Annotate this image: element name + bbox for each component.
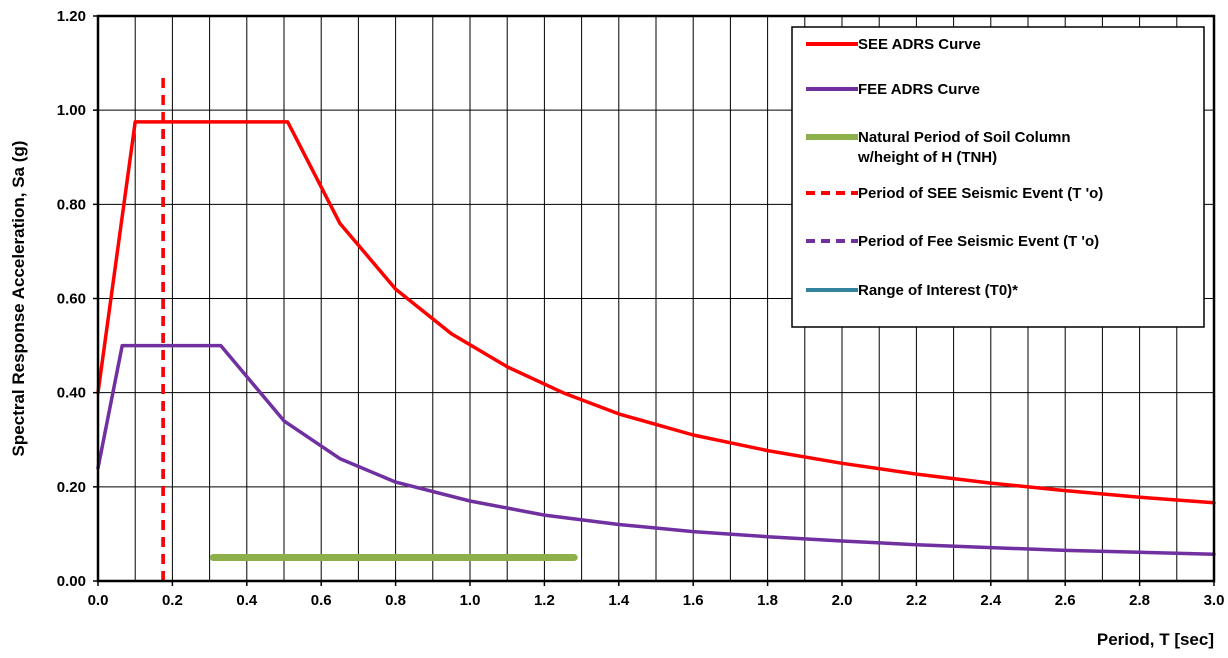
y-axis-title: Spectral Response Acceleration, Sa (g)	[9, 141, 28, 457]
x-tick-label: 2.8	[1129, 592, 1150, 609]
y-axis-ticks: 0.00 0.20 0.40 0.60 0.80 1.00 1.20	[57, 8, 98, 590]
legend-label-0: SEE ADRS Curve	[858, 36, 981, 53]
series-layer	[96, 72, 1216, 581]
x-tick-label: 1.0	[460, 592, 481, 609]
legend-box	[791, 26, 1205, 328]
y-tick-label: 0.80	[57, 196, 86, 213]
x-tick-label: 1.4	[608, 592, 630, 609]
x-tick-label: 1.6	[683, 592, 704, 609]
x-tick-label: 0.4	[236, 592, 258, 609]
x-tick-label: 2.2	[906, 592, 927, 609]
legend-label-2: Natural Period of Soil Column	[858, 129, 1071, 146]
y-tick-label: 1.20	[57, 8, 86, 25]
legend-label-3: Period of SEE Seismic Event (T 'o)	[858, 185, 1103, 202]
y-tick-label: 0.20	[57, 479, 86, 496]
legend-label-1: FEE ADRS Curve	[858, 81, 980, 98]
legend-label-5: Range of Interest (T0)*	[858, 282, 1018, 299]
x-tick-label: 0.2	[162, 592, 183, 609]
series-line-1	[96, 343, 1216, 556]
x-axis-ticks: 0.0 0.2 0.4 0.6 0.8 1.0 1.2 1.4 1.6 1.8 2.0 2.2 2.4 2…	[88, 581, 1225, 609]
x-tick-label: 1.8	[757, 592, 778, 609]
x-tick-label: 2.0	[832, 592, 853, 609]
x-tick-label: 0.8	[385, 592, 406, 609]
legend: SEE ADRS Curve FEE ADRS Curve Natural Peri…	[791, 26, 1205, 328]
x-tick-label: 0.6	[311, 592, 332, 609]
legend-label-4: Period of Fee Seismic Event (T 'o)	[858, 233, 1099, 250]
y-tick-label: 0.60	[57, 291, 86, 308]
x-axis-title: Period, T [sec]	[1097, 630, 1214, 649]
y-tick-label: 0.40	[57, 385, 86, 402]
x-tick-label: 2.4	[980, 592, 1002, 609]
x-tick-label: 2.6	[1055, 592, 1076, 609]
x-tick-label: 3.0	[1204, 592, 1225, 609]
y-tick-label: 1.00	[57, 102, 86, 119]
x-tick-label: 0.0	[88, 592, 109, 609]
series-line-0	[96, 120, 1216, 505]
legend-label-2: w/height of H (TNH)	[857, 149, 997, 166]
y-tick-label: 0.00	[57, 573, 86, 590]
x-tick-label: 1.2	[534, 592, 555, 609]
